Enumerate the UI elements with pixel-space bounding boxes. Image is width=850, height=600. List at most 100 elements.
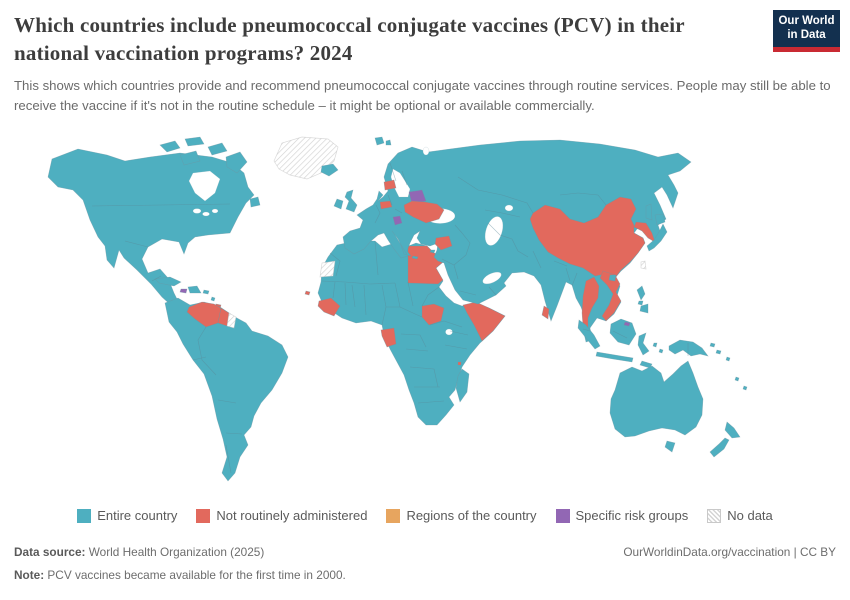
region-iceland[interactable] — [320, 163, 339, 177]
legend-item-not-routinely-administered[interactable]: Not routinely administered — [196, 508, 367, 523]
region-thailand[interactable] — [581, 276, 600, 329]
region-svalbard[interactable] — [385, 139, 392, 146]
legend-swatch-not-routinely-administered — [196, 508, 211, 523]
region-philippines[interactable] — [639, 303, 649, 314]
country-borders — [91, 162, 689, 474]
region-taiwan[interactable] — [640, 260, 647, 270]
region-ireland[interactable] — [333, 198, 344, 210]
legend-label-specific-risk-groups: Specific risk groups — [575, 508, 689, 523]
region-arctic-island[interactable] — [207, 142, 228, 156]
region-cape-verde[interactable] — [304, 290, 311, 296]
legend-item-specific-risk-groups[interactable]: Specific risk groups — [555, 508, 689, 523]
data-source-text: World Health Organization (2025) — [85, 545, 265, 559]
legend-label-no-data: No data — [727, 508, 773, 523]
region-somalia[interactable] — [462, 301, 506, 342]
region-guinea[interactable] — [317, 297, 341, 317]
region-western-sahara[interactable] — [319, 260, 336, 278]
map-legend: Entire country Not routinely administere… — [0, 508, 850, 523]
great-lakes — [211, 208, 219, 214]
great-lakes — [202, 211, 210, 217]
region-bismarck[interactable] — [709, 342, 716, 348]
legend-item-entire-country[interactable]: Entire country — [77, 508, 177, 523]
region-estonia[interactable] — [383, 179, 397, 191]
legend-swatch-regions-of-country — [386, 508, 401, 523]
chart-subtitle: This shows which countries provide and r… — [14, 78, 831, 113]
caspian-sea — [484, 216, 504, 246]
region-bosnia[interactable] — [392, 215, 403, 226]
region-fiji[interactable] — [742, 385, 748, 391]
world-map-svg — [47, 136, 748, 482]
region-china[interactable] — [529, 196, 646, 279]
region-ukraine[interactable] — [403, 200, 445, 224]
region-new-guinea[interactable] — [668, 339, 709, 357]
region-gabon[interactable] — [380, 327, 397, 348]
region-baffin-island[interactable] — [225, 151, 248, 174]
region-madagascar[interactable] — [455, 368, 470, 403]
owid-link[interactable]: OurWorldinData.org/vaccination | CC BY — [623, 545, 836, 559]
region-jamaica[interactable] — [179, 288, 188, 294]
region-maluku[interactable] — [658, 348, 664, 354]
region-bismarck[interactable] — [715, 349, 722, 355]
region-south-america[interactable] — [164, 297, 289, 482]
region-hispaniola[interactable] — [187, 285, 202, 294]
region-arctic-island[interactable] — [159, 140, 181, 153]
world-map[interactable] — [30, 135, 820, 505]
white-sea — [422, 146, 430, 156]
region-indonesia[interactable] — [595, 351, 634, 363]
region-japan[interactable] — [646, 223, 668, 252]
region-egypt[interactable] — [407, 245, 444, 285]
region-australia[interactable] — [609, 360, 704, 438]
region-borneo[interactable] — [609, 318, 637, 346]
region-tasmania[interactable] — [664, 440, 676, 453]
owid-logo-line1: Our World — [778, 15, 835, 27]
legend-swatch-entire-country — [77, 508, 92, 523]
aral-sea — [504, 204, 514, 212]
note-text: PCV vaccines became available for the fi… — [44, 568, 346, 582]
region-north-america[interactable] — [47, 148, 255, 308]
region-newfoundland[interactable] — [249, 196, 261, 208]
note-label: Note: — [14, 568, 45, 582]
region-philippines[interactable] — [637, 300, 644, 306]
region-victoria-island[interactable] — [179, 150, 201, 166]
legend-item-no-data[interactable]: No data — [707, 508, 773, 523]
persian-gulf — [482, 271, 502, 285]
legend-swatch-specific-risk-groups — [555, 508, 570, 523]
region-united-kingdom[interactable] — [344, 189, 358, 213]
region-lesser-antilles[interactable] — [210, 296, 216, 302]
legend-swatch-no-data — [707, 508, 722, 523]
region-arctic-island[interactable] — [184, 136, 205, 147]
region-sakhalin[interactable] — [645, 203, 653, 221]
region-comoros[interactable] — [457, 361, 462, 366]
legend-item-regions-of-country[interactable]: Regions of the country — [386, 508, 537, 523]
region-philippines[interactable] — [636, 285, 646, 301]
region-svalbard[interactable] — [374, 136, 385, 146]
region-cyprus[interactable] — [429, 249, 436, 254]
region-belarus[interactable] — [408, 189, 427, 205]
region-sri-lanka[interactable] — [541, 305, 550, 320]
region-cuba[interactable] — [154, 276, 182, 287]
region-suriname[interactable] — [226, 312, 237, 329]
region-indonesia[interactable] — [637, 332, 650, 356]
region-north-korea[interactable] — [633, 221, 656, 243]
region-new-zealand[interactable] — [709, 437, 730, 458]
region-czechia[interactable] — [379, 200, 393, 210]
region-vanuatu[interactable] — [734, 376, 740, 382]
region-hainan[interactable] — [608, 274, 617, 282]
owid-logo[interactable]: Our World in Data — [773, 10, 840, 52]
note-line: Note: PCV vaccines became available for … — [14, 568, 346, 582]
region-new-zealand[interactable] — [724, 421, 741, 439]
page-title: Which countries include pneumococcal con… — [14, 13, 685, 65]
region-solomon[interactable] — [725, 356, 731, 362]
data-source-line: Data source: World Health Organization (… — [14, 545, 264, 559]
region-brunei[interactable] — [623, 321, 631, 327]
region-syria[interactable] — [434, 235, 453, 251]
region-japan[interactable] — [654, 213, 666, 226]
region-indonesia[interactable] — [577, 319, 601, 350]
region-maluku[interactable] — [652, 342, 658, 348]
region-crete[interactable] — [411, 255, 419, 260]
lake-victoria — [445, 328, 453, 336]
region-puerto-rico[interactable] — [202, 289, 210, 295]
region-eurasia[interactable] — [342, 139, 692, 343]
region-vietnam[interactable] — [599, 270, 622, 322]
